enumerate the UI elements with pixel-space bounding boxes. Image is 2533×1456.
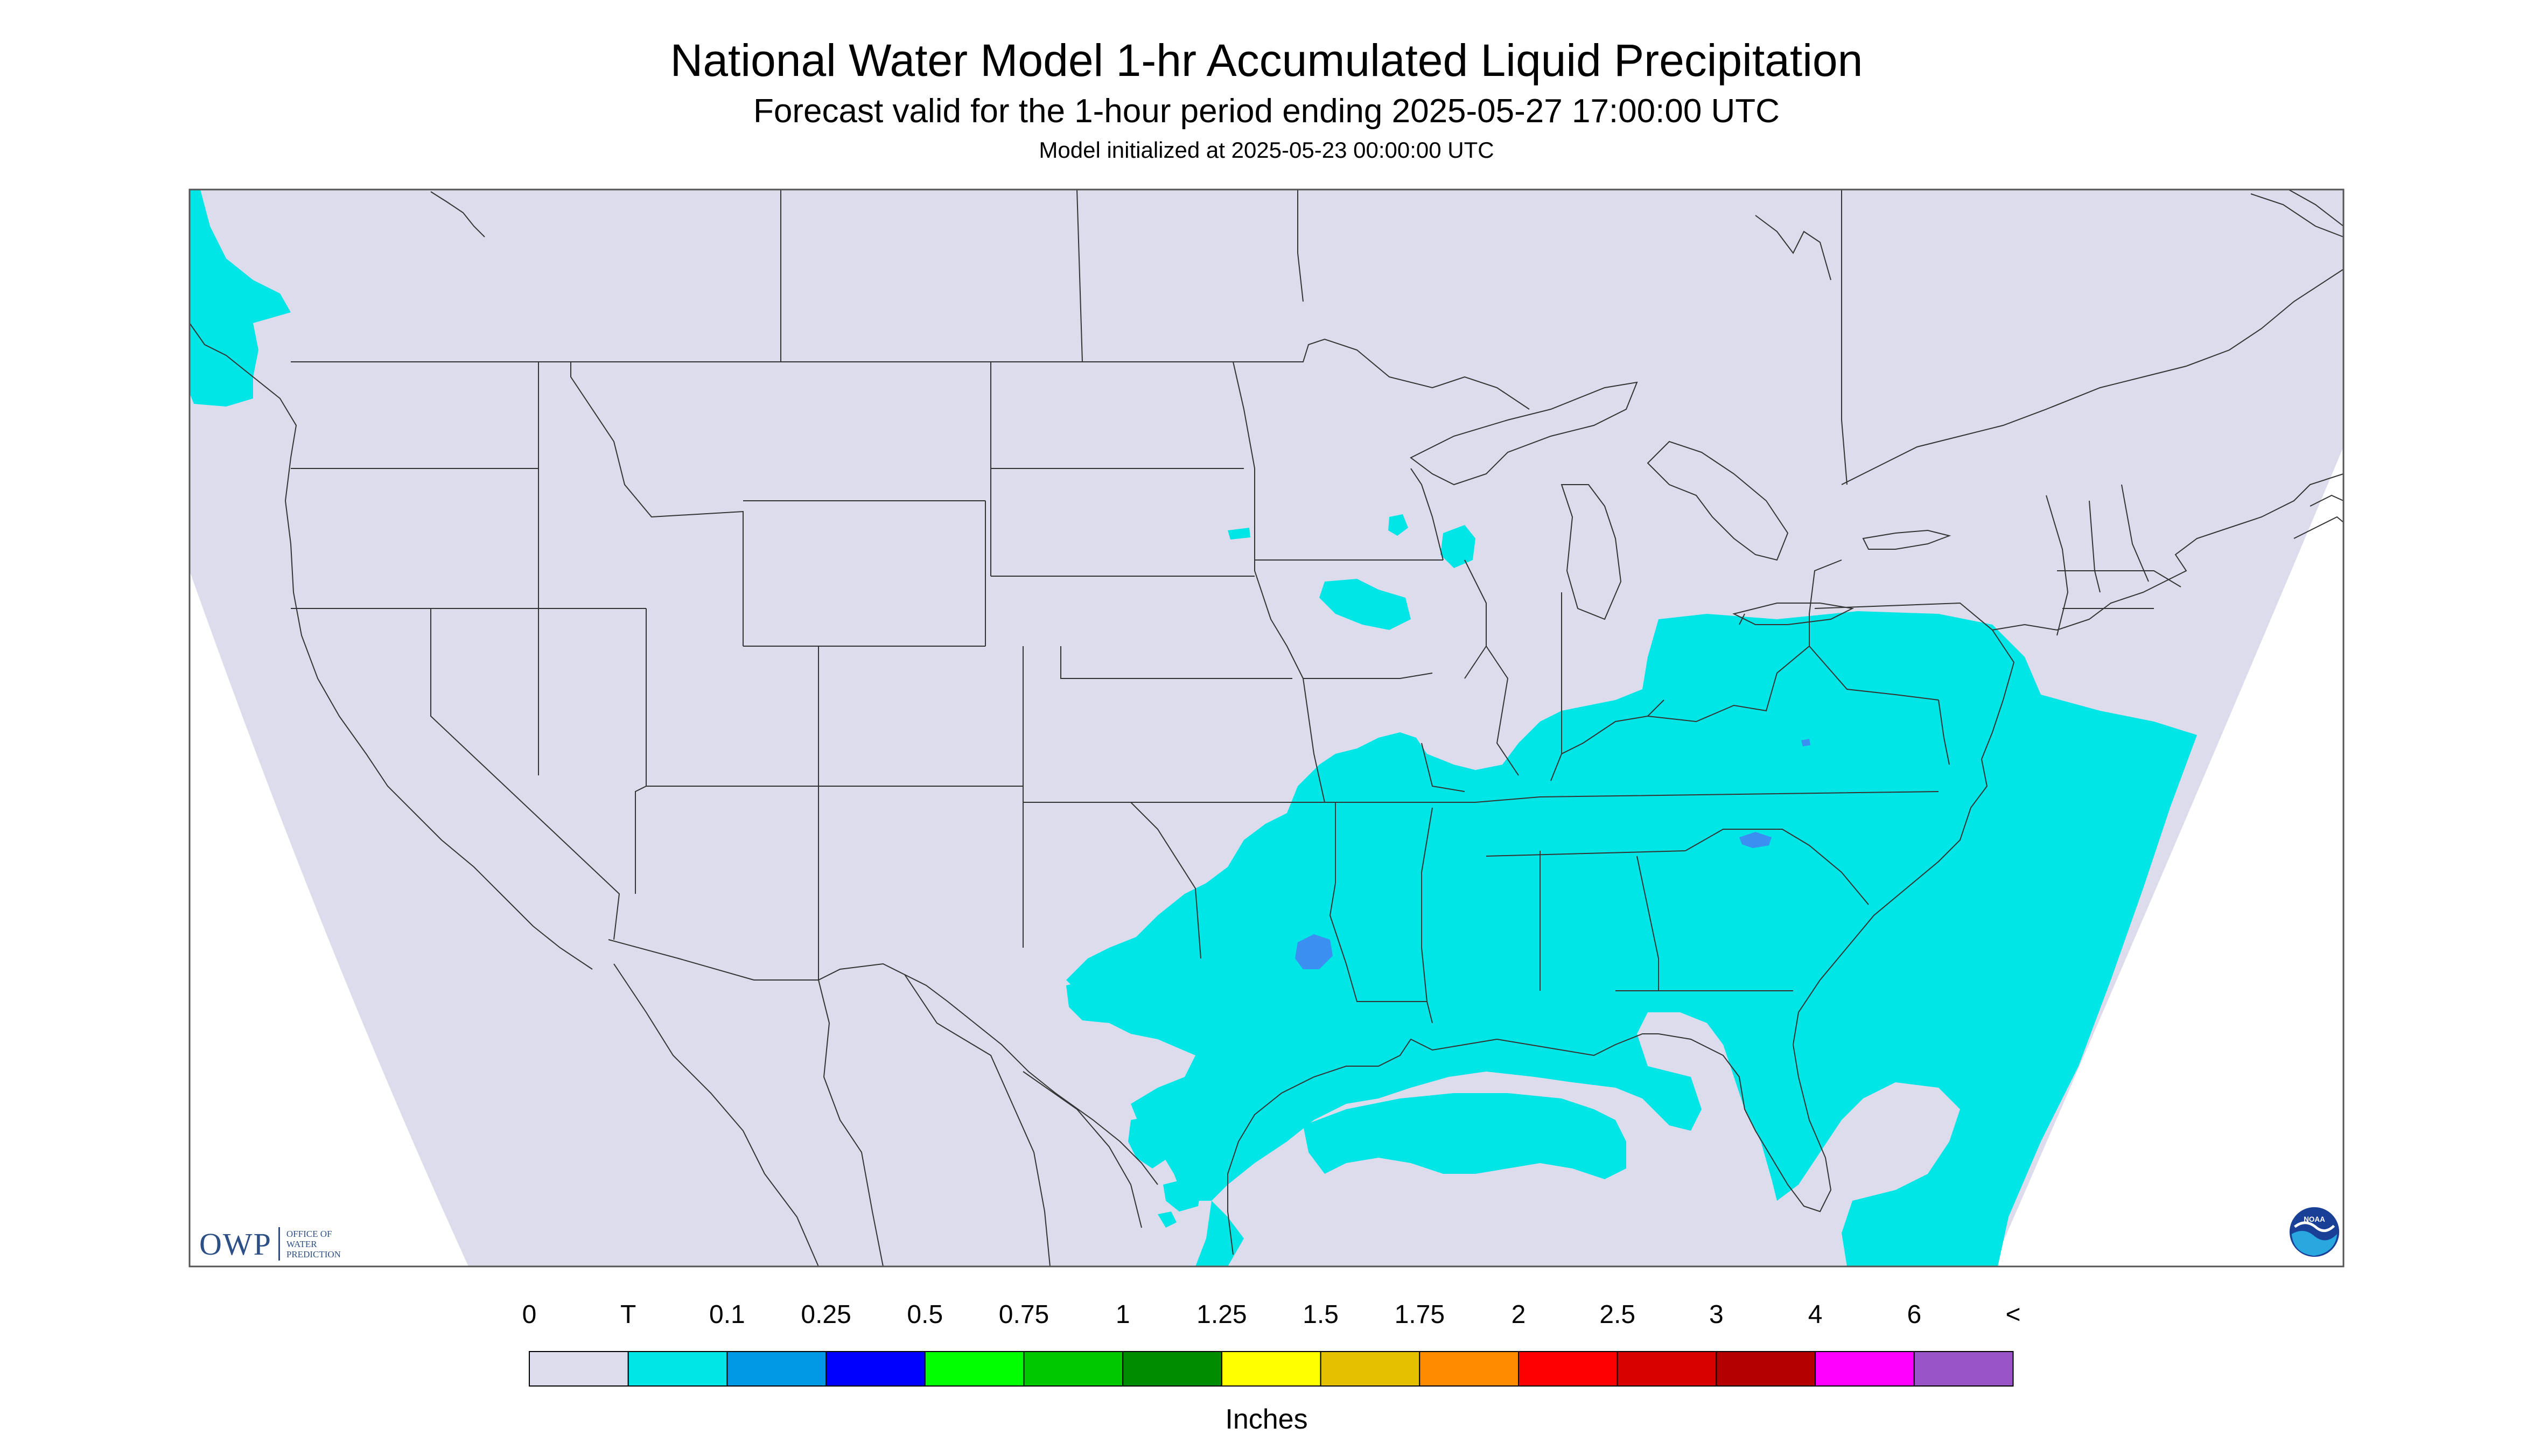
precip-cell-dakota	[1228, 528, 1250, 540]
canada-border	[291, 269, 2344, 485]
owp-logo-line-3: PREDICTION	[286, 1249, 341, 1259]
precip-cell-minnesota	[1388, 514, 1408, 536]
west-state-lines	[291, 362, 1335, 980]
atlantic-coast	[1227, 629, 2015, 1255]
legend-swatch	[1320, 1351, 1421, 1387]
precip-cell-mexico-1	[1163, 1179, 1201, 1212]
northeast-coast	[1992, 473, 2344, 631]
owp-logo-text: OFFICE OF WATER PREDICTION	[286, 1229, 341, 1259]
precip-cell-mexico-2	[1158, 1212, 1177, 1228]
legend-swatch	[1221, 1351, 1321, 1387]
legend-tick-label: 0.75	[998, 1300, 1049, 1329]
political-boundaries	[189, 189, 2344, 1267]
precip-area-pacific-northwest	[190, 190, 291, 407]
legend-tick-label: <	[2005, 1300, 2021, 1329]
legend-swatch	[1023, 1351, 1124, 1387]
noaa-logo: NOAA	[2289, 1207, 2340, 1257]
precip-cell-wisconsin	[1440, 525, 1475, 568]
mexico-states	[613, 963, 1142, 1267]
model-init-time: Model initialized at 2025-05-23 00:00:00…	[1039, 137, 1494, 163]
precip-area-gulf-of-mexico	[1195, 1093, 1626, 1266]
precip-cell-iowa	[1319, 579, 1411, 630]
precip-area-southeast	[1066, 611, 2197, 1266]
legend-tick-label: 1.5	[1303, 1300, 1339, 1329]
legend-color-bar	[529, 1351, 2014, 1387]
legend-tick-label: 1.75	[1394, 1300, 1445, 1329]
legend-swatch	[1716, 1351, 1816, 1387]
eastern-state-lines	[1486, 484, 2181, 991]
legend-tick-label: 4	[1808, 1300, 1823, 1329]
precip-cell-atlantic-east-2	[2057, 1045, 2079, 1063]
legend-swatch	[924, 1351, 1025, 1387]
legend-tick-label: 0.25	[801, 1300, 851, 1329]
legend-tick-label: 3	[1709, 1300, 1724, 1329]
noaa-logo-bird	[2294, 1221, 2335, 1232]
legend-swatch	[1122, 1351, 1222, 1387]
legend-tick-label: 0.1	[709, 1300, 745, 1329]
legend-tick-label: 1	[1115, 1300, 1130, 1329]
owp-logo-separator	[278, 1227, 280, 1261]
precip-cell-west-texas	[1066, 980, 1120, 1023]
legend-tick-label: 0	[522, 1300, 537, 1329]
precip-cell-south-texas	[1128, 1115, 1174, 1168]
legend-swatch	[1815, 1351, 1915, 1387]
legend-swatch	[529, 1351, 629, 1387]
precip-cell-virginia	[1801, 739, 1810, 746]
legend-swatch	[825, 1351, 926, 1387]
map-border	[188, 188, 2345, 1268]
legend-tick-label: 0.5	[907, 1300, 943, 1329]
precip-cell-south-carolina	[1739, 832, 1772, 848]
precip-cell-louisiana	[1295, 934, 1333, 969]
precipitation-light-areas	[1295, 739, 1810, 969]
legend-tick-label: 2.5	[1599, 1300, 1636, 1329]
legend-tick-label: 6	[1907, 1300, 1922, 1329]
owp-logo: OWP OFFICE OF WATER PREDICTION	[199, 1225, 341, 1263]
great-lakes	[1410, 381, 1951, 625]
forecast-valid-time: Forecast valid for the 1-hour period end…	[753, 93, 1780, 130]
legend-swatch	[1518, 1351, 1618, 1387]
central-state-lines	[1233, 361, 1664, 1024]
map-title: National Water Model 1-hr Accumulated Li…	[670, 35, 1863, 86]
legend-swatch	[726, 1351, 827, 1387]
pacific-coast	[189, 323, 593, 970]
canada-lines-north	[430, 189, 2344, 485]
maritimes	[1755, 193, 2344, 539]
noaa-logo-text: NOAA	[2304, 1215, 2325, 1223]
precipitation-trace-areas	[190, 190, 2197, 1266]
legend-units: Inches	[1225, 1404, 1308, 1435]
mexico-border	[608, 939, 1158, 1185]
noaa-logo-wave	[2291, 1230, 2338, 1256]
legend-tick-label: 1.25	[1196, 1300, 1247, 1329]
legend-tick-label: 2	[1511, 1300, 1526, 1329]
legend-swatch	[1617, 1351, 1717, 1387]
legend-swatch	[627, 1351, 728, 1387]
legend-tick-label: T	[620, 1300, 636, 1329]
precip-cell-atlantic-east	[2003, 1055, 2057, 1088]
owp-logo-mark: OWP	[199, 1226, 272, 1262]
owp-logo-line-2: WATER	[286, 1238, 317, 1249]
legend-swatch	[1419, 1351, 1520, 1387]
legend-swatch	[1913, 1351, 2014, 1387]
owp-logo-line-1: OFFICE OF	[286, 1228, 332, 1239]
